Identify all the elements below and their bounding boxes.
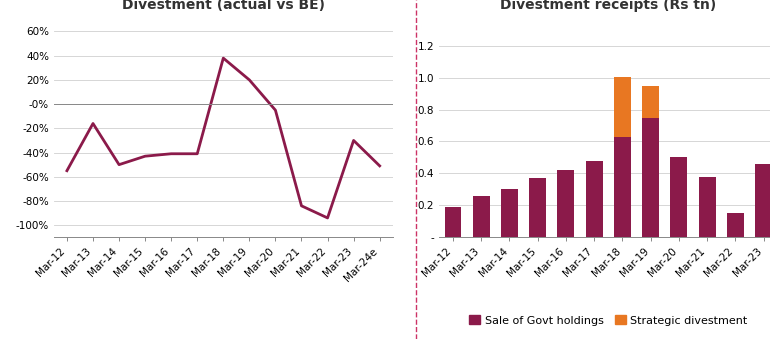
Bar [671, 157, 688, 237]
Bar [614, 77, 631, 137]
Bar [642, 86, 659, 118]
Title: Divestment (actual vs BE): Divestment (actual vs BE) [122, 0, 325, 12]
Legend: Sale of Govt holdings, Strategic divestment: Sale of Govt holdings, Strategic divestm… [464, 311, 752, 330]
Bar [727, 213, 744, 237]
Bar [473, 196, 490, 237]
Bar [529, 178, 546, 237]
Bar [501, 190, 518, 237]
Bar [642, 118, 659, 237]
Title: Divestment receipts (Rs tn): Divestment receipts (Rs tn) [500, 0, 716, 12]
Bar [444, 207, 461, 237]
Bar [586, 161, 603, 237]
Bar [698, 177, 715, 237]
Bar [557, 170, 574, 237]
Bar [755, 164, 770, 237]
Bar [614, 137, 631, 237]
